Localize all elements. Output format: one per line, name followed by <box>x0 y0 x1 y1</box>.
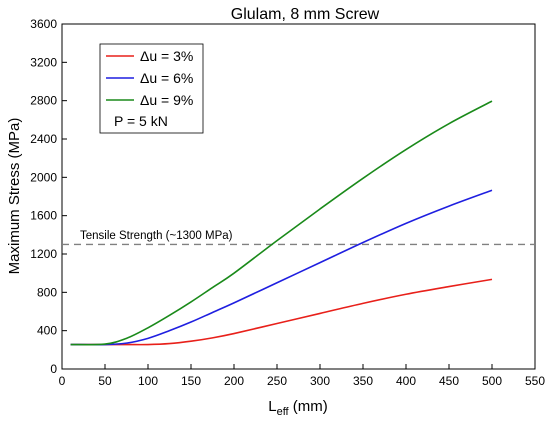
x-axis-title-main: L <box>268 398 276 415</box>
legend-box <box>99 43 204 134</box>
plot-border <box>61 23 536 370</box>
y-tick-label: 400 <box>37 324 57 338</box>
x-tick-label: 400 <box>396 374 416 388</box>
x-axis-title: Leff (mm) <box>268 398 328 418</box>
y-tick-label: 1600 <box>30 209 57 223</box>
y-tick-label: 3200 <box>30 55 57 69</box>
y-axis-ticks: 0 400 800 1200 1600 2000 2400 2800 3200 3600 <box>30 17 67 376</box>
x-tick-label: 550 <box>525 374 545 388</box>
plot-frame <box>61 23 536 370</box>
series-group <box>70 100 493 346</box>
y-tick-label: 1200 <box>30 247 57 261</box>
y-tick-label: 2800 <box>30 94 57 108</box>
y-tick-label: 2400 <box>30 132 57 146</box>
x-axis-title-unit: (mm) <box>289 398 328 415</box>
legend-label-series-2: Δu = 6% <box>140 70 193 86</box>
y-tick-label: 2000 <box>30 170 57 184</box>
x-tick-label: 300 <box>310 374 330 388</box>
legend-extra-note: P = 5 kN <box>114 113 168 129</box>
legend: Δu = 3% Δu = 6% Δu = 9% P = 5 kN <box>99 43 204 134</box>
y-tick-label: 0 <box>50 362 57 376</box>
x-axis-title-subscript: eff <box>277 406 290 418</box>
y-axis-title: Maximum Stress (MPa) <box>6 118 23 275</box>
x-tick-label: 350 <box>353 374 373 388</box>
x-tick-label: 200 <box>224 374 244 388</box>
x-tick-label: 100 <box>138 374 158 388</box>
x-tick-label: 450 <box>439 374 459 388</box>
legend-label-series-1: Δu = 3% <box>140 48 193 64</box>
x-tick-label: 150 <box>181 374 201 388</box>
x-axis-ticks: 0 50 100 150 200 250 300 350 400 450 500 550 <box>59 364 545 388</box>
series-line-1 <box>70 278 493 346</box>
series-line-3 <box>70 100 493 346</box>
reference-line-label: Tensile Strength (~1300 MPa) <box>80 230 233 242</box>
series-line-2 <box>70 189 493 346</box>
x-tick-label: 500 <box>482 374 502 388</box>
chart-title: Glulam, 8 mm Screw <box>231 6 380 23</box>
x-tick-label: 250 <box>267 374 287 388</box>
y-tick-label: 800 <box>37 285 57 299</box>
legend-label-series-3: Δu = 9% <box>140 92 193 108</box>
x-tick-label: 50 <box>98 374 112 388</box>
x-tick-label: 0 <box>59 374 66 388</box>
y-tick-label: 3600 <box>30 17 57 31</box>
